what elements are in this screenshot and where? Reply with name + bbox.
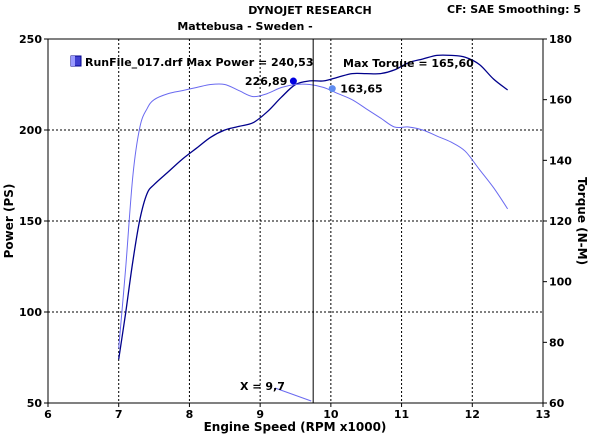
cursor-label: X = 9,7 <box>240 380 285 393</box>
y-axis-ticks: 50 100 150 200 250 <box>19 33 48 410</box>
x-tick-label: 6 <box>44 408 52 421</box>
y2-axis-ticks: 60 80 100 120 140 160 180 <box>543 33 572 410</box>
power-marker <box>289 77 297 85</box>
x-tick-label: 7 <box>115 408 123 421</box>
torque-marker-label: 163,65 <box>340 83 382 96</box>
torque-series-line <box>118 83 509 349</box>
y2-tick-label: 180 <box>549 33 572 46</box>
cursor-label-leader <box>274 387 312 402</box>
correction-info: CF: SAE Smoothing: 5 <box>447 3 581 16</box>
y-axis-label: Power (PS) <box>2 184 16 259</box>
y2-tick-label: 140 <box>549 154 572 167</box>
series-lines <box>118 54 509 360</box>
y-tick-label: 200 <box>19 124 42 137</box>
legend-torque-label: Max Torque = 165,60 <box>343 57 474 70</box>
annotations: 226,89 163,65 <box>245 75 383 96</box>
y2-tick-label: 120 <box>549 215 572 228</box>
x-tick-label: 10 <box>323 408 339 421</box>
y-tick-label: 100 <box>19 306 42 319</box>
cursor <box>274 39 314 403</box>
legend: RunFile_017.drf Max Power = 240,53 Max T… <box>70 55 474 70</box>
y-tick-label: 150 <box>19 215 42 228</box>
chart-title: DYNOJET RESEARCH <box>248 4 371 17</box>
y2-tick-label: 60 <box>549 397 565 410</box>
y2-tick-label: 80 <box>549 336 565 349</box>
x-tick-label: 12 <box>465 408 480 421</box>
x-tick-label: 8 <box>186 408 194 421</box>
x-axis-ticks: 6 7 8 9 10 11 12 13 <box>44 403 551 421</box>
legend-swatch-highlight <box>71 56 75 66</box>
x-tick-label: 9 <box>256 408 264 421</box>
torque-marker <box>328 85 336 93</box>
y-tick-label: 50 <box>27 397 43 410</box>
x-axis-label: Engine Speed (RPM x1000) <box>204 420 387 434</box>
grid <box>48 39 543 403</box>
power-marker-label: 226,89 <box>245 75 287 88</box>
chart-subtitle: Mattebusa - Sweden - <box>177 20 312 33</box>
x-tick-label: 11 <box>394 408 409 421</box>
y-tick-label: 250 <box>19 33 42 46</box>
legend-label: RunFile_017.drf Max Power = 240,53 <box>85 56 314 69</box>
y2-axis-label: Torque (N-M) <box>575 177 589 265</box>
y2-tick-label: 160 <box>549 94 572 107</box>
y2-tick-label: 100 <box>549 276 572 289</box>
x-tick-label: 13 <box>535 408 550 421</box>
